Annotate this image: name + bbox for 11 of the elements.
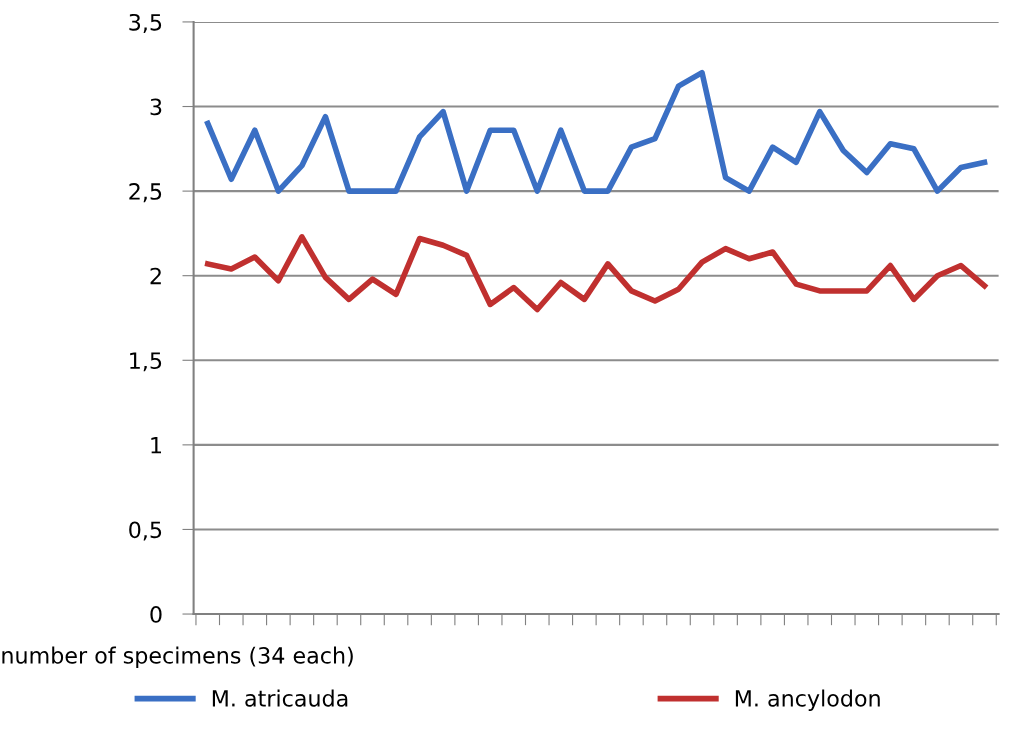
y-tick-label: 2,5 xyxy=(129,183,162,203)
y-tick-label: 1 xyxy=(151,437,161,454)
legend-label: M. atricauda xyxy=(212,689,348,707)
y-tick-label: 0,5 xyxy=(129,521,162,541)
y-tick-label: 1,5 xyxy=(130,352,162,372)
legend-label: M. ancylodon xyxy=(735,689,880,711)
y-tick-label: 0 xyxy=(150,605,162,623)
y-tick-label: 2 xyxy=(150,267,161,285)
x-axis-title: number of specimens (34 each) xyxy=(2,646,353,669)
y-tick-label: 3,5 xyxy=(129,13,162,33)
y-tick-label: 3 xyxy=(150,98,162,116)
